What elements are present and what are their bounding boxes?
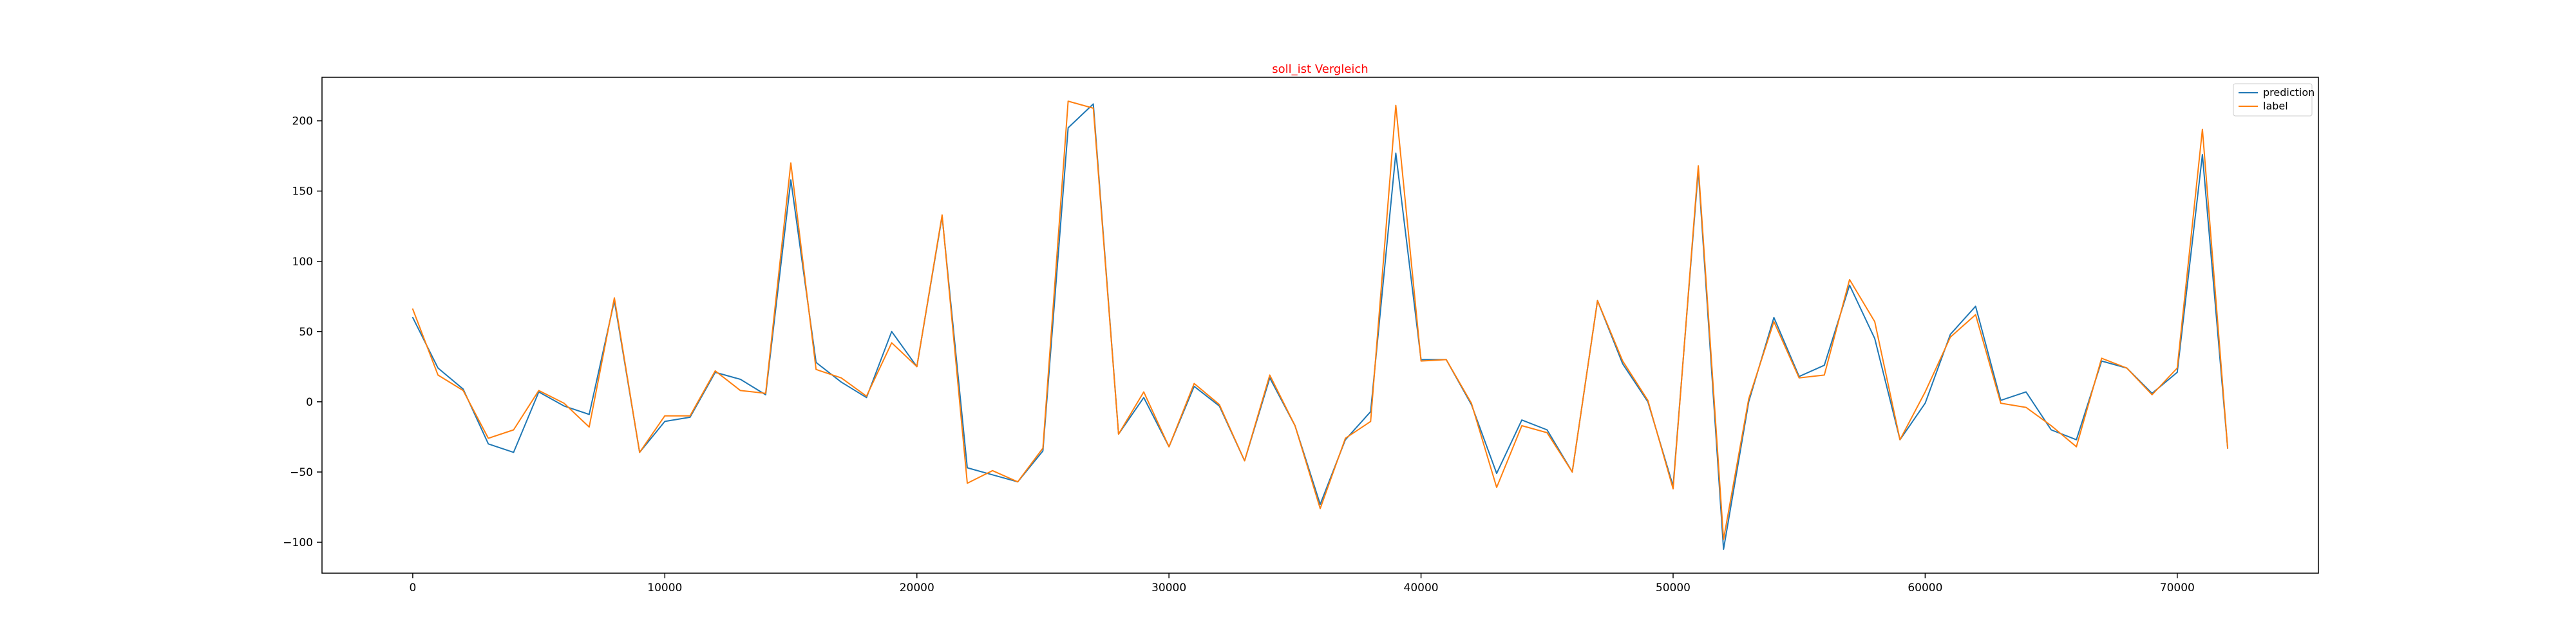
- y-tick-label: −50: [290, 466, 313, 479]
- x-tick-label: 0: [409, 582, 416, 594]
- y-tick-label: 0: [306, 396, 313, 409]
- series-line-prediction: [412, 103, 2229, 550]
- x-tick-label: 10000: [647, 582, 682, 594]
- x-tick-label: 40000: [1404, 582, 1439, 594]
- legend-box: [2233, 83, 2313, 117]
- plot-area: [321, 77, 2319, 574]
- series-layer: [412, 100, 2229, 550]
- x-tick-label: 70000: [2160, 582, 2195, 594]
- y-axis: −100 −50 0 50 100 150 200: [283, 115, 322, 549]
- y-tick-label: 50: [299, 326, 313, 339]
- y-tick-label: 200: [292, 115, 313, 128]
- x-tick-label: 30000: [1151, 582, 1186, 594]
- series-line-label: [412, 100, 2229, 540]
- legend-label-prediction: prediction: [2263, 86, 2315, 99]
- axes-frame: [321, 77, 2319, 574]
- y-tick-label: 150: [292, 185, 313, 198]
- axes-background: [322, 77, 2318, 573]
- legend-label-label: label: [2263, 100, 2288, 112]
- x-tick-label: 60000: [1908, 582, 1942, 594]
- y-tick-label: −100: [283, 536, 313, 549]
- y-tick-label: 100: [292, 256, 313, 269]
- x-axis: 0 10000 20000 30000 40000 50000 60000 70000: [409, 573, 2195, 594]
- x-tick-label: 50000: [1656, 582, 1690, 594]
- chart-title: soll_ist Vergleich: [1272, 62, 1368, 76]
- x-tick-label: 20000: [900, 582, 934, 594]
